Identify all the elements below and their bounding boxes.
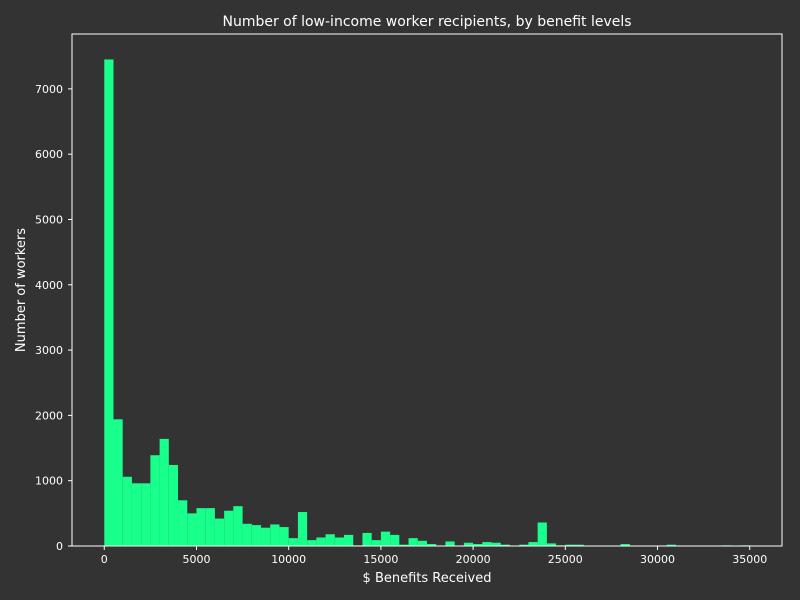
histogram-bar bbox=[196, 508, 206, 546]
histogram-bar bbox=[168, 465, 179, 546]
histogram-bar bbox=[362, 532, 372, 546]
histogram-bar bbox=[408, 538, 418, 546]
histogram-bar bbox=[316, 537, 326, 546]
y-axis-label: Number of workers bbox=[14, 228, 29, 352]
histogram-bar bbox=[141, 483, 151, 546]
x-tick-label: 25000 bbox=[548, 553, 583, 566]
histogram-bar bbox=[270, 524, 280, 546]
histogram-bar bbox=[371, 540, 381, 546]
histogram-bar bbox=[325, 534, 335, 546]
x-tick-label: 30000 bbox=[640, 553, 675, 566]
histogram-bar bbox=[491, 542, 501, 546]
histogram-bar bbox=[574, 544, 584, 546]
histogram-bar bbox=[131, 483, 142, 546]
x-tick-label: 0 bbox=[101, 553, 108, 566]
y-tick-label: 0 bbox=[56, 540, 63, 553]
histogram-bar bbox=[178, 500, 188, 546]
chart-title: Number of low-income worker recipients, … bbox=[222, 14, 631, 30]
histogram-bar bbox=[334, 537, 345, 546]
histogram-bar bbox=[214, 518, 225, 546]
histogram-bar bbox=[307, 540, 317, 546]
x-axis-label: $ Benefits Received bbox=[363, 571, 492, 586]
histogram-bar bbox=[150, 455, 160, 546]
histogram-bar bbox=[205, 508, 215, 546]
histogram-bar bbox=[546, 543, 557, 546]
histogram-bar bbox=[445, 541, 455, 546]
histogram-bar bbox=[187, 513, 197, 546]
histogram-bar bbox=[390, 534, 400, 546]
y-axis: 0 1000 2000 3000 4000 5000 6000 7000 bbox=[35, 83, 72, 553]
x-tick-label: 5000 bbox=[182, 553, 210, 566]
histogram-bar bbox=[666, 544, 676, 546]
histogram-bar bbox=[288, 538, 298, 546]
histogram-bar bbox=[473, 544, 483, 546]
histogram-bar bbox=[565, 544, 575, 546]
histogram-bar bbox=[463, 542, 474, 546]
y-tick-label: 1000 bbox=[35, 475, 63, 488]
x-axis: 0 5000 10000 15000 20000 25000 30000 35000 bbox=[101, 546, 767, 566]
x-tick-label: 20000 bbox=[456, 553, 491, 566]
histogram-bar bbox=[297, 512, 308, 546]
histogram-bar bbox=[113, 419, 123, 546]
x-tick-label: 10000 bbox=[271, 553, 306, 566]
histogram-bar bbox=[261, 527, 271, 546]
x-tick-label: 15000 bbox=[363, 553, 398, 566]
histogram-bar bbox=[233, 506, 243, 546]
plot-frame bbox=[71, 33, 783, 547]
histogram-bar bbox=[104, 59, 114, 546]
y-tick-label: 5000 bbox=[35, 213, 63, 226]
y-tick-label: 7000 bbox=[35, 83, 63, 96]
histogram-bar bbox=[482, 542, 492, 546]
histogram-bar bbox=[279, 527, 289, 546]
y-tick-label: 4000 bbox=[35, 279, 63, 292]
y-tick-label: 3000 bbox=[35, 344, 63, 357]
histogram-bar bbox=[380, 531, 391, 546]
histogram-bar bbox=[251, 525, 262, 546]
histogram-bar bbox=[344, 534, 354, 546]
y-tick-label: 2000 bbox=[35, 409, 63, 422]
histogram-bar bbox=[537, 522, 547, 546]
histogram-bar bbox=[417, 540, 427, 546]
y-tick-label: 6000 bbox=[35, 148, 63, 161]
histogram-bar bbox=[519, 544, 529, 546]
histogram-bar bbox=[399, 544, 409, 546]
histogram-bar bbox=[528, 542, 538, 546]
histogram-bar bbox=[224, 510, 234, 546]
x-tick-label: 35000 bbox=[732, 553, 767, 566]
histogram-bar bbox=[427, 544, 437, 546]
histogram-bar bbox=[620, 544, 630, 546]
histogram-bar bbox=[159, 438, 169, 546]
histogram-bar bbox=[122, 476, 132, 546]
bars-group bbox=[104, 59, 750, 546]
histogram-bar bbox=[242, 523, 252, 546]
histogram-bar bbox=[500, 544, 510, 546]
